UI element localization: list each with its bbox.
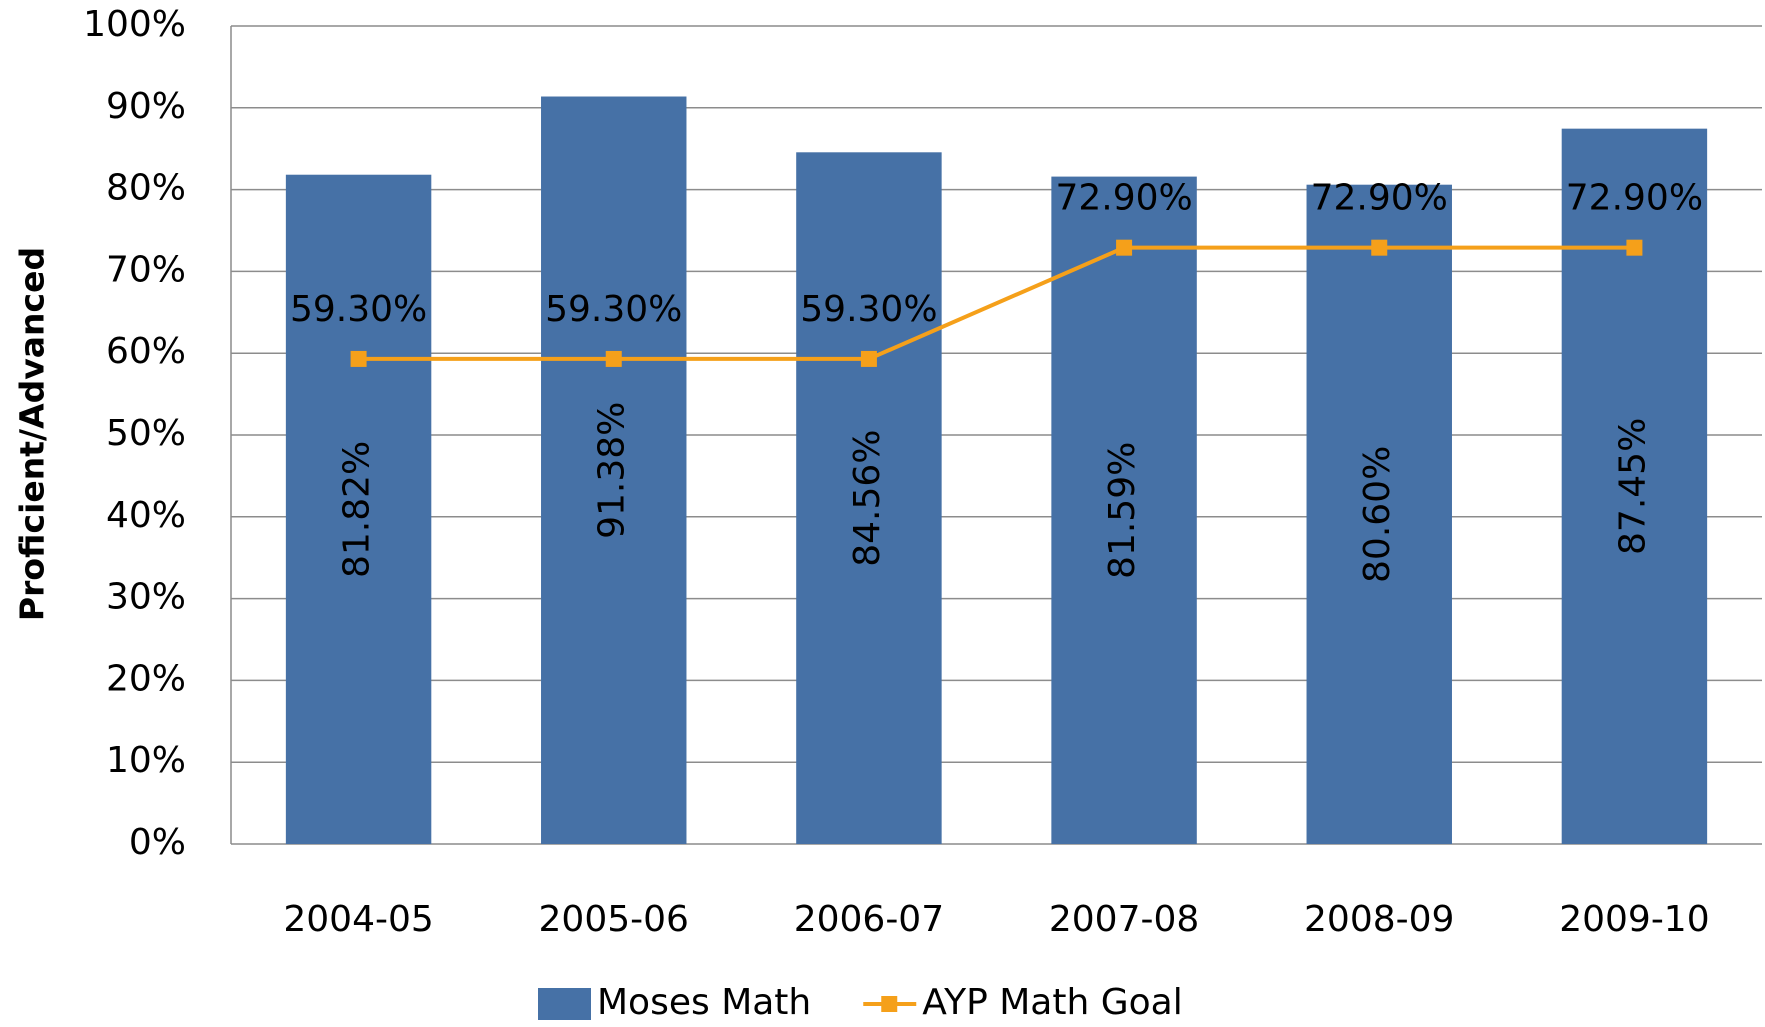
line-value-label: 59.30% <box>545 289 682 330</box>
legend-label: AYP Math Goal <box>922 982 1182 1023</box>
bar <box>1306 184 1452 844</box>
y-tick-label: 10% <box>106 740 186 781</box>
line-value-label: 59.30% <box>290 289 427 330</box>
bar-value-label: 84.56% <box>847 430 888 567</box>
y-tick-label: 60% <box>106 331 186 372</box>
line-value-label: 72.90% <box>1566 178 1703 219</box>
bar-value-label: 80.60% <box>1357 446 1398 583</box>
line-marker <box>860 350 877 367</box>
y-tick-label: 40% <box>106 495 186 536</box>
y-tick-label: 50% <box>106 413 186 454</box>
line-value-label: 72.90% <box>1055 178 1192 219</box>
bar <box>541 96 687 844</box>
legend-swatch <box>538 988 591 1020</box>
y-tick-label: 100% <box>83 4 186 45</box>
line-marker <box>350 350 367 367</box>
line-value-label: 59.30% <box>800 289 937 330</box>
x-tick-label: 2005-06 <box>539 899 689 940</box>
line-marker <box>1116 239 1133 256</box>
line-marker <box>1626 239 1643 256</box>
legend-marker <box>881 996 898 1012</box>
line <box>358 245 1635 361</box>
legend-label: Moses Math <box>597 982 811 1023</box>
x-tick-label: 2004-05 <box>283 899 433 940</box>
bar <box>1051 176 1197 844</box>
x-tick-label: 2006-07 <box>794 899 944 940</box>
bar <box>796 152 942 844</box>
bar-value-label: 87.45% <box>1612 418 1653 555</box>
x-tick-label: 2009-10 <box>1559 899 1709 940</box>
y-tick-label: 70% <box>106 249 186 290</box>
line-marker <box>1371 239 1388 256</box>
y-tick-label: 80% <box>106 168 186 209</box>
bar-value-label: 91.38% <box>592 402 633 539</box>
y-tick-label: 0% <box>129 822 186 863</box>
bar-value-label: 81.82% <box>337 441 378 578</box>
y-tick-label: 90% <box>106 86 186 127</box>
y-axis-title: Proficient/Advanced <box>13 247 52 621</box>
y-tick-label: 30% <box>106 577 186 618</box>
line-marker <box>605 350 622 367</box>
x-tick-label: 2007-08 <box>1049 899 1199 940</box>
bar <box>285 174 432 844</box>
line-value-label: 72.90% <box>1311 178 1448 219</box>
bar-value-label: 81.59% <box>1102 442 1143 579</box>
x-tick-label: 2008-09 <box>1304 899 1454 940</box>
y-tick-label: 20% <box>106 658 186 699</box>
